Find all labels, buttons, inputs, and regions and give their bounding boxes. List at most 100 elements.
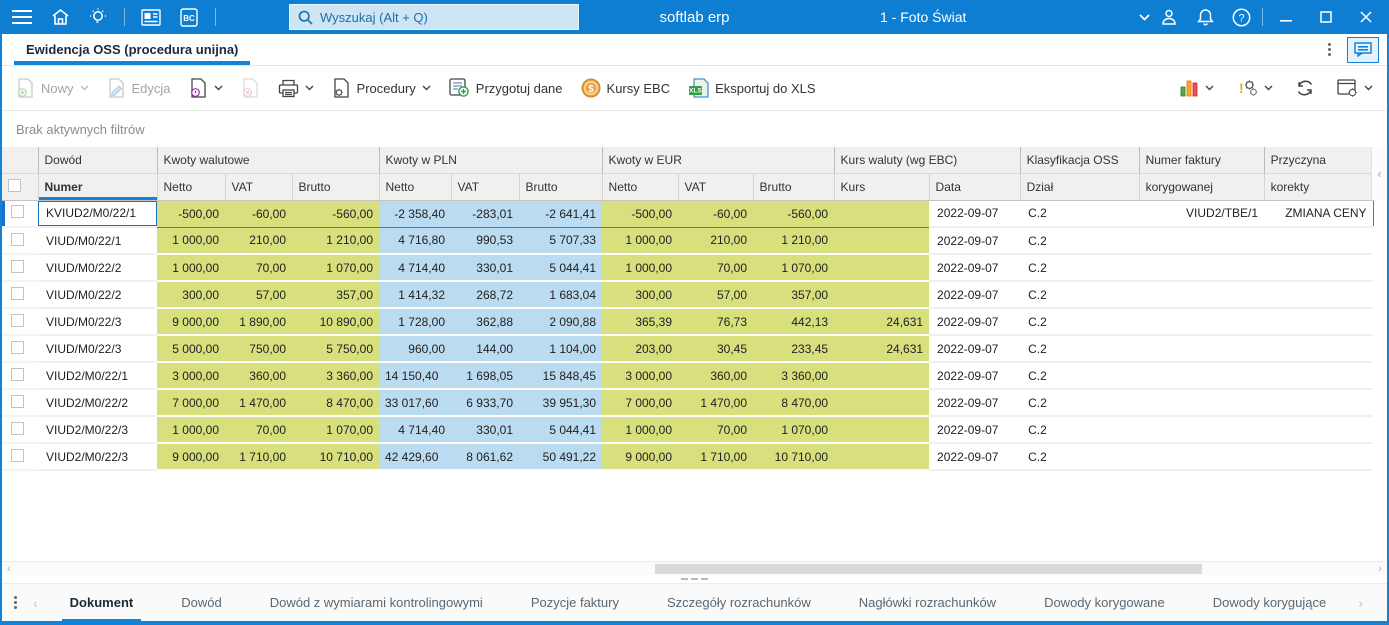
cell-data[interactable]: 2022-09-07 xyxy=(929,254,1021,282)
cell-wn[interactable]: -500,00 xyxy=(157,199,225,228)
ebc-rates-button[interactable]: $ Kursy EBC xyxy=(577,73,675,103)
scroll-right-icon[interactable]: › xyxy=(1378,563,1382,575)
cell-numer[interactable]: VIUD/M0/22/2 xyxy=(38,254,157,282)
cell-ev[interactable]: 210,00 xyxy=(678,227,754,255)
table-row[interactable]: VIUD2/M0/22/1 3 000,00 360,00 3 360,00 14 15… xyxy=(2,362,1374,390)
col-data[interactable]: Data xyxy=(928,173,1021,201)
cell-pv[interactable]: 330,01 xyxy=(451,416,519,444)
cell-dzial[interactable]: C.2 xyxy=(1020,389,1140,417)
col-numer[interactable]: Numer xyxy=(37,173,157,201)
cell-pb[interactable]: 5 044,41 xyxy=(519,416,603,444)
row-checkbox[interactable] xyxy=(11,286,24,300)
cell-data[interactable]: 2022-09-07 xyxy=(929,199,1021,228)
new-button[interactable]: Nowy xyxy=(12,73,93,103)
table-row[interactable]: VIUD2/M0/22/2 7 000,00 1 470,00 8 470,00 33 … xyxy=(2,389,1374,417)
cell-faktura[interactable] xyxy=(1139,308,1265,336)
cell-eb[interactable]: 1 070,00 xyxy=(753,416,835,444)
cell-przyczyna[interactable] xyxy=(1264,308,1374,336)
cell-eb[interactable]: 357,00 xyxy=(753,281,835,309)
cell-eb[interactable]: 1 070,00 xyxy=(753,254,835,282)
cell-wv[interactable]: 70,00 xyxy=(225,254,292,282)
cell-ev[interactable]: 57,00 xyxy=(678,281,754,309)
table-row[interactable]: VIUD2/M0/22/3 1 000,00 70,00 1 070,00 4 714,… xyxy=(2,416,1374,444)
cell-kurs[interactable] xyxy=(834,362,930,390)
group-przyczyna[interactable]: Przyczyna xyxy=(1263,147,1374,174)
cell-data[interactable]: 2022-09-07 xyxy=(929,227,1021,255)
cell-eb[interactable]: 233,45 xyxy=(753,335,835,363)
alerts-settings-button[interactable]: ! xyxy=(1232,73,1277,103)
comments-panel-button[interactable] xyxy=(1347,36,1379,63)
cell-faktura[interactable] xyxy=(1139,443,1265,471)
horizontal-scrollbar[interactable]: ‹ › xyxy=(2,561,1387,575)
cell-wb[interactable]: 1 210,00 xyxy=(292,227,379,255)
cell-ev[interactable]: 70,00 xyxy=(678,254,754,282)
cell-en[interactable]: 300,00 xyxy=(602,281,679,309)
col-kurs[interactable]: Kurs xyxy=(833,173,930,201)
cell-ev[interactable]: 70,00 xyxy=(678,416,754,444)
col-netto-eur[interactable]: Netto xyxy=(601,173,679,201)
cell-pn[interactable]: 4 714,40 xyxy=(379,254,451,282)
refresh-button[interactable] xyxy=(1291,73,1319,103)
cell-en[interactable]: 1 000,00 xyxy=(602,227,679,255)
row-checkbox[interactable] xyxy=(11,394,24,408)
cell-numer[interactable]: VIUD/M0/22/2 xyxy=(38,281,157,309)
cell-pn[interactable]: 1 414,32 xyxy=(379,281,451,309)
col-przyczyna-korekty[interactable]: korekty xyxy=(1263,173,1374,201)
cell-pb[interactable]: 1 104,00 xyxy=(519,335,603,363)
cell-pv[interactable]: 330,01 xyxy=(451,254,519,282)
cell-przyczyna[interactable] xyxy=(1264,416,1374,444)
col-netto-pln[interactable]: Netto xyxy=(378,173,451,201)
col-brutto-pln[interactable]: Brutto xyxy=(518,173,603,201)
print-button[interactable] xyxy=(274,74,318,103)
col-vat-walutowe[interactable]: VAT xyxy=(224,173,292,201)
tab-naglowki-rozrachunkow[interactable]: Nagłówki rozrachunków xyxy=(858,595,997,610)
cell-data[interactable]: 2022-09-07 xyxy=(929,362,1021,390)
cell-wb[interactable]: 5 750,00 xyxy=(292,335,379,363)
select-all-checkbox[interactable] xyxy=(8,178,21,192)
col-vat-eur[interactable]: VAT xyxy=(677,173,754,201)
cell-data[interactable]: 2022-09-07 xyxy=(929,335,1021,363)
cell-faktura[interactable] xyxy=(1139,362,1265,390)
help-icon[interactable]: ? xyxy=(1226,5,1256,29)
cell-en[interactable]: 3 000,00 xyxy=(602,362,679,390)
col-brutto-eur[interactable]: Brutto xyxy=(752,173,835,201)
cell-data[interactable]: 2022-09-07 xyxy=(929,389,1021,417)
cell-faktura[interactable] xyxy=(1139,254,1265,282)
row-checkbox[interactable] xyxy=(11,313,24,327)
search-input[interactable] xyxy=(320,9,570,25)
cell-pb[interactable]: 1 683,04 xyxy=(519,281,603,309)
cell-pv[interactable]: 1 698,05 xyxy=(451,362,519,390)
cell-pb[interactable]: 50 491,22 xyxy=(519,443,603,471)
cell-kurs[interactable] xyxy=(834,443,930,471)
cell-pb[interactable]: 39 951,30 xyxy=(519,389,603,417)
cell-pv[interactable]: 268,72 xyxy=(451,281,519,309)
cell-wb[interactable]: 3 360,00 xyxy=(292,362,379,390)
cell-wb[interactable]: 10 710,00 xyxy=(292,443,379,471)
cell-wv[interactable]: 210,00 xyxy=(225,227,292,255)
notifications-bell-icon[interactable] xyxy=(1190,5,1220,29)
cell-wn[interactable]: 1 000,00 xyxy=(157,416,225,444)
cell-numer[interactable]: VIUD/M0/22/1 xyxy=(38,227,157,255)
cell-wb[interactable]: 10 890,00 xyxy=(292,308,379,336)
scrollbar-thumb[interactable] xyxy=(655,564,1202,574)
group-numer-faktury[interactable]: Numer faktury xyxy=(1138,147,1265,174)
panel-splitter[interactable] xyxy=(2,575,1387,583)
cell-ev[interactable]: -60,00 xyxy=(678,199,754,228)
cell-wb[interactable]: 1 070,00 xyxy=(292,254,379,282)
cell-wb[interactable]: 8 470,00 xyxy=(292,389,379,417)
cell-dzial[interactable]: C.2 xyxy=(1020,227,1140,255)
cell-pv[interactable]: 8 061,62 xyxy=(451,443,519,471)
cell-dzial[interactable]: C.2 xyxy=(1020,308,1140,336)
cell-eb[interactable]: 1 210,00 xyxy=(753,227,835,255)
group-kwoty-eur[interactable]: Kwoty w EUR xyxy=(601,147,835,174)
window-settings-button[interactable] xyxy=(1333,74,1377,103)
cell-pv[interactable]: -283,01 xyxy=(451,199,519,228)
cell-kurs[interactable] xyxy=(834,199,930,228)
cell-pv[interactable]: 144,00 xyxy=(451,335,519,363)
export-xls-button[interactable]: XLS Eksportuj do XLS xyxy=(684,73,819,103)
tab-options-kebab-icon[interactable] xyxy=(1322,39,1337,60)
cell-wv[interactable]: 1 890,00 xyxy=(225,308,292,336)
global-search[interactable] xyxy=(289,4,579,30)
cell-pn[interactable]: 4 716,80 xyxy=(379,227,451,255)
news-report-icon[interactable] xyxy=(139,5,163,29)
